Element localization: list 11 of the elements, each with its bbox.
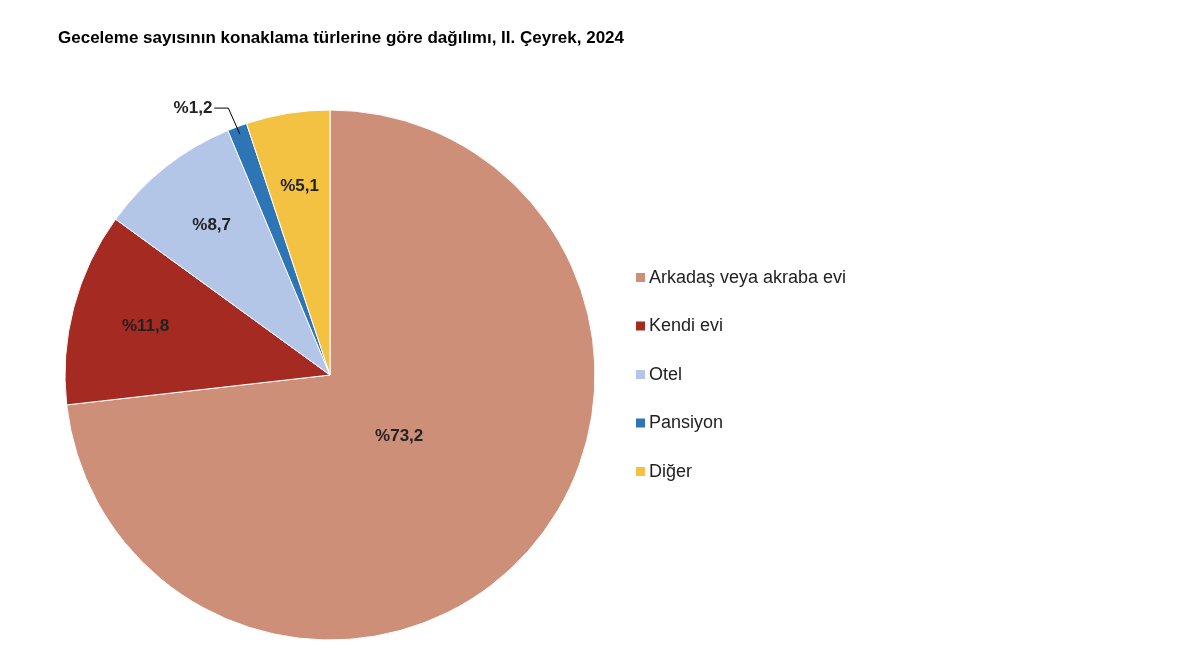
chart-title: Geceleme sayısının konaklama türlerine göre dağılımı, II. Çeyrek, 2024 — [58, 28, 625, 47]
data-label: %8,7 — [192, 214, 232, 234]
legend-label: Diğer — [649, 460, 693, 481]
legend-label: Pansiyon — [649, 412, 724, 433]
data-label: %1,2 — [173, 97, 213, 117]
data-label: %73,2 — [375, 426, 424, 446]
legend-label: Kendi evi — [649, 315, 724, 336]
legend-label: Otel — [649, 363, 683, 384]
data-label: %5,1 — [280, 176, 319, 196]
data-label: %11,8 — [121, 315, 170, 335]
legend-label: Arkadaş veya akraba evi — [649, 266, 847, 287]
